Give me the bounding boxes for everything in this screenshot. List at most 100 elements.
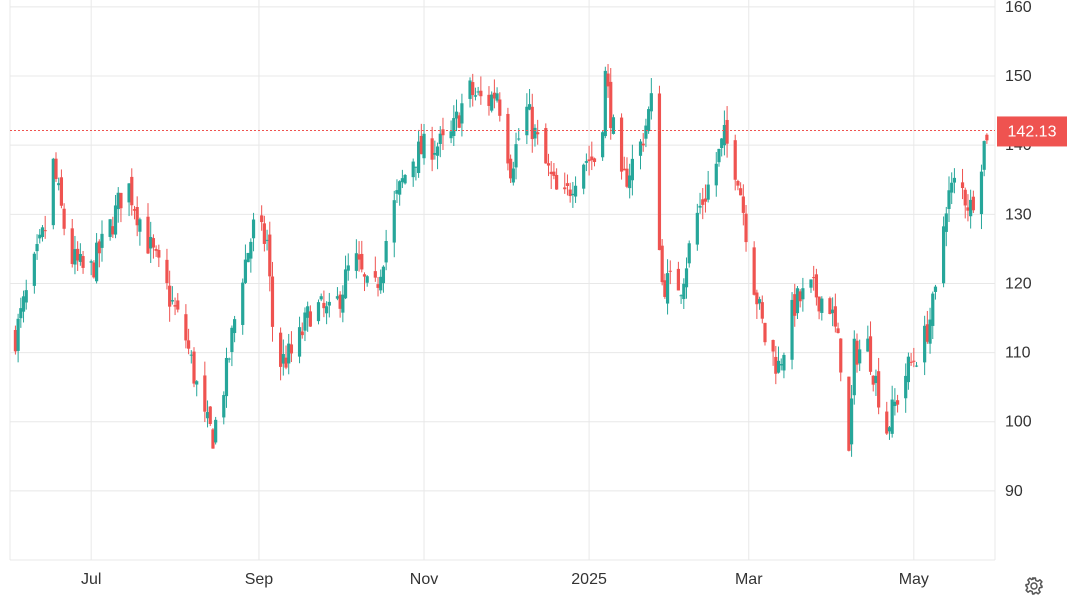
candle	[97, 239, 101, 268]
candle	[422, 124, 426, 165]
candle	[430, 126, 434, 172]
candle	[289, 331, 294, 363]
candle	[398, 180, 402, 206]
candle	[81, 251, 85, 274]
candle	[552, 162, 556, 180]
candle	[682, 278, 686, 310]
candle	[346, 253, 350, 281]
candle	[890, 385, 894, 438]
candle	[376, 277, 380, 297]
candle	[725, 106, 729, 158]
candle	[35, 234, 39, 260]
candle	[452, 105, 456, 147]
candle	[565, 174, 570, 196]
candle	[774, 345, 778, 385]
candle	[555, 168, 559, 190]
x-tick-label: Mar	[735, 571, 763, 588]
candle	[322, 290, 326, 318]
candle	[341, 285, 345, 323]
candle	[885, 401, 889, 435]
settings-button[interactable]	[1025, 577, 1043, 595]
candle	[281, 339, 285, 376]
candle	[327, 292, 331, 318]
candle	[54, 152, 58, 182]
candle	[170, 286, 174, 305]
y-tick-label: 120	[1005, 275, 1032, 292]
candle	[57, 177, 61, 191]
x-tick-label: 2025	[571, 571, 607, 588]
candle	[70, 219, 74, 268]
candle	[24, 279, 28, 310]
candle	[722, 110, 726, 156]
candle	[59, 169, 64, 209]
candle	[703, 184, 708, 213]
candle	[657, 85, 662, 251]
y-tick-label: 130	[1005, 206, 1032, 223]
candle	[814, 268, 819, 306]
candle	[130, 168, 134, 216]
candle	[969, 189, 973, 229]
candle	[51, 157, 55, 230]
candle	[592, 157, 597, 167]
candle	[912, 347, 916, 368]
candle	[354, 239, 358, 279]
candle	[138, 217, 142, 246]
candle	[776, 346, 781, 374]
candle	[544, 123, 548, 164]
candle	[568, 182, 572, 203]
candle	[665, 259, 670, 315]
candle	[944, 206, 948, 247]
candle	[246, 252, 250, 263]
candle	[849, 385, 854, 457]
candle	[809, 279, 813, 293]
candle	[625, 157, 629, 189]
candle	[214, 416, 218, 445]
candle	[498, 92, 502, 122]
candle	[933, 284, 938, 300]
candles	[13, 64, 989, 457]
y-tick-label: 160	[1005, 0, 1032, 16]
candle	[149, 221, 153, 263]
candle	[530, 93, 534, 153]
candle	[249, 238, 253, 273]
candle	[587, 145, 591, 176]
candle	[695, 203, 699, 251]
candle	[923, 315, 927, 376]
candle	[21, 290, 26, 323]
candle	[630, 144, 634, 196]
candle	[893, 388, 897, 416]
candle	[441, 117, 445, 150]
candle	[392, 190, 396, 258]
candle	[649, 78, 653, 120]
candle	[877, 357, 881, 415]
candle	[606, 64, 610, 98]
candle	[706, 170, 710, 203]
candle	[511, 161, 515, 186]
candle	[817, 296, 821, 320]
candle	[262, 215, 266, 252]
candle	[752, 241, 756, 296]
candle	[373, 256, 377, 282]
candle	[260, 205, 264, 231]
candle	[966, 194, 970, 222]
candle	[668, 260, 672, 285]
candle	[852, 330, 856, 405]
candle	[714, 152, 718, 197]
candle	[782, 352, 786, 379]
candle	[460, 93, 464, 137]
gear-icon	[1025, 577, 1043, 595]
candle	[820, 296, 824, 321]
candle	[113, 194, 118, 239]
candle	[168, 270, 172, 322]
candle	[189, 350, 193, 364]
current-price-label: 142.13	[1008, 123, 1057, 140]
candle	[211, 428, 215, 449]
candle	[300, 322, 304, 339]
candle	[419, 123, 423, 155]
candle	[760, 295, 764, 324]
candle	[73, 235, 77, 275]
candle	[338, 291, 342, 318]
candle	[571, 181, 575, 208]
